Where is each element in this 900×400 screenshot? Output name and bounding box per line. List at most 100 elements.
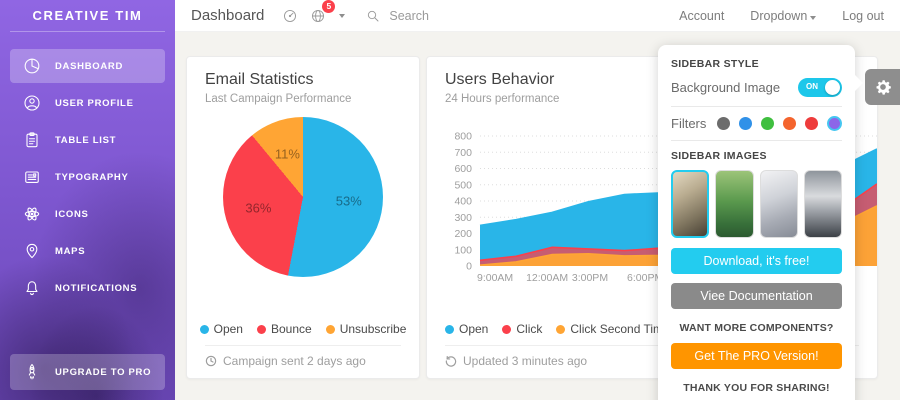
sidebar-item-label: TABLE LIST — [55, 134, 117, 146]
sidebar-item-table-list[interactable]: TABLE LIST — [10, 123, 165, 157]
globe-notifications-icon[interactable]: 5 — [308, 0, 336, 26]
email-pie-chart[interactable]: 53% 36% 11% — [223, 117, 383, 277]
sidebar-item-label: ICONS — [55, 208, 89, 220]
svg-text:700: 700 — [454, 147, 472, 159]
map-pin-icon — [21, 241, 42, 262]
background-image-toggle[interactable]: ON — [798, 78, 842, 97]
page-title[interactable]: Dashboard — [191, 7, 265, 24]
legend-dot — [502, 324, 512, 334]
search-input[interactable] — [389, 8, 500, 23]
card-subtitle: 24 Hours performance — [445, 93, 560, 105]
get-pro-button[interactable]: Get The PRO Version! — [671, 343, 842, 369]
filter-color-dot[interactable] — [739, 117, 752, 130]
panel-heading: SIDEBAR IMAGES — [671, 150, 767, 162]
user-icon — [21, 93, 42, 114]
card-footer: Campaign sent 2 days ago — [205, 354, 401, 368]
svg-text:400: 400 — [454, 196, 472, 208]
sidebar-style-panel: SIDEBAR STYLE Background Image ON Filter… — [658, 45, 863, 400]
brand-title[interactable]: CREATIVE TIM — [32, 8, 143, 23]
sidebar-item-user-profile[interactable]: USER PROFILE — [10, 86, 165, 120]
filter-color-dot[interactable] — [783, 117, 796, 130]
legend-item: Bounce — [256, 322, 312, 336]
sidebar-image-portrait[interactable] — [671, 170, 710, 238]
rocket-icon — [21, 362, 42, 383]
chevron-down-icon[interactable] — [339, 13, 346, 18]
sidebar-nav: DASHBOARD USER PROFILE TABLE LIST TYPOGR… — [0, 40, 175, 305]
svg-text:12:00AM: 12:00AM — [526, 272, 568, 284]
dropdown-link[interactable]: Dropdown — [750, 9, 817, 23]
panel-heading: SIDEBAR STYLE — [671, 58, 759, 70]
email-statistics-card: Email Statistics Last Campaign Performan… — [186, 56, 420, 379]
atom-icon — [21, 204, 42, 225]
background-image-label: Background Image — [671, 80, 781, 95]
card-footer: Updated 3 minutes ago — [445, 354, 859, 368]
filter-color-dot[interactable] — [761, 117, 774, 130]
svg-text:3:00PM: 3:00PM — [572, 272, 608, 284]
top-navbar: Dashboard 5 Account Dropdown — [175, 0, 900, 32]
sidebar-item-label: NOTIFICATIONS — [55, 282, 138, 294]
card-title: Email Statistics — [205, 71, 314, 88]
sidebar-item-label: TYPOGRAPHY — [55, 171, 129, 183]
upgrade-to-pro-button[interactable]: UPGRADE TO PRO — [10, 354, 165, 390]
legend-item: Click Second Time — [556, 322, 670, 336]
legend-dot — [199, 324, 209, 334]
notification-badge: 5 — [322, 0, 336, 13]
search-icon[interactable] — [363, 6, 383, 26]
sidebar-image-desk[interactable] — [759, 170, 798, 238]
chevron-down-icon — [810, 15, 817, 20]
sharing-heading: THANK YOU FOR SHARING! — [683, 382, 830, 394]
sidebar-item-typography[interactable]: TYPOGRAPHY — [10, 160, 165, 194]
gear-icon — [876, 80, 891, 95]
filter-color-dot[interactable] — [717, 117, 730, 130]
filter-color-dot[interactable] — [827, 116, 842, 131]
svg-text:0: 0 — [466, 261, 472, 273]
svg-text:500: 500 — [454, 179, 472, 191]
sidebar-item-maps[interactable]: MAPS — [10, 234, 165, 268]
sidebar-image-picker — [671, 170, 843, 238]
pie-slice-label: 11% — [274, 146, 300, 162]
card-subtitle: Last Campaign Performance — [205, 93, 352, 105]
clock-icon — [205, 355, 217, 367]
legend-dot — [556, 324, 566, 334]
sidebar-image-forest[interactable] — [803, 170, 843, 238]
components-heading: WANT MORE COMPONENTS? — [679, 322, 834, 334]
brand-divider — [10, 31, 165, 32]
settings-gear-button[interactable] — [865, 69, 900, 105]
sidebar-item-label: USER PROFILE — [55, 97, 134, 109]
sidebar-image-valley[interactable] — [715, 170, 754, 238]
gauge-icon[interactable] — [280, 6, 300, 26]
sidebar-item-label: DASHBOARD — [55, 60, 124, 72]
svg-text:100: 100 — [454, 244, 472, 256]
card-title: Users Behavior — [445, 71, 555, 88]
behavior-legend: Open Click Click Second Time — [445, 322, 859, 336]
sidebar-item-icons[interactable]: ICONS — [10, 197, 165, 231]
download-button[interactable]: Download, it's free! — [671, 248, 842, 274]
pie-chart-icon — [21, 56, 42, 77]
svg-text:300: 300 — [454, 212, 472, 224]
legend-dot — [445, 324, 454, 334]
email-legend: Open Bounce Unsubscribe — [199, 322, 406, 336]
svg-text:9:00AM: 9:00AM — [477, 272, 513, 284]
sidebar-item-notifications[interactable]: NOTIFICATIONS — [10, 271, 165, 305]
pie-slice-label: 36% — [245, 200, 272, 216]
documentation-button[interactable]: Viee Documentation — [671, 283, 842, 309]
legend-dot — [256, 324, 266, 334]
legend-item: Unsubscribe — [325, 322, 406, 336]
svg-text:600: 600 — [454, 163, 472, 175]
sidebar-item-dashboard[interactable]: DASHBOARD — [10, 49, 165, 83]
svg-text:200: 200 — [454, 228, 472, 240]
news-icon — [21, 167, 42, 188]
legend-item: Open — [199, 322, 243, 336]
legend-item: Click — [502, 322, 542, 336]
svg-text:6:00PM: 6:00PM — [627, 272, 663, 284]
panel-arrow — [855, 75, 863, 91]
sidebar-item-label: MAPS — [55, 245, 86, 257]
filter-color-dot[interactable] — [805, 117, 818, 130]
upgrade-label: UPGRADE TO PRO — [55, 366, 152, 378]
search-box — [363, 6, 500, 26]
logout-link[interactable]: Log out — [842, 8, 884, 23]
account-link[interactable]: Account — [679, 8, 725, 23]
pie-slice-label: 53% — [335, 193, 362, 209]
sidebar: CREATIVE TIM DASHBOARD USER PROFILE TABL… — [0, 0, 175, 400]
